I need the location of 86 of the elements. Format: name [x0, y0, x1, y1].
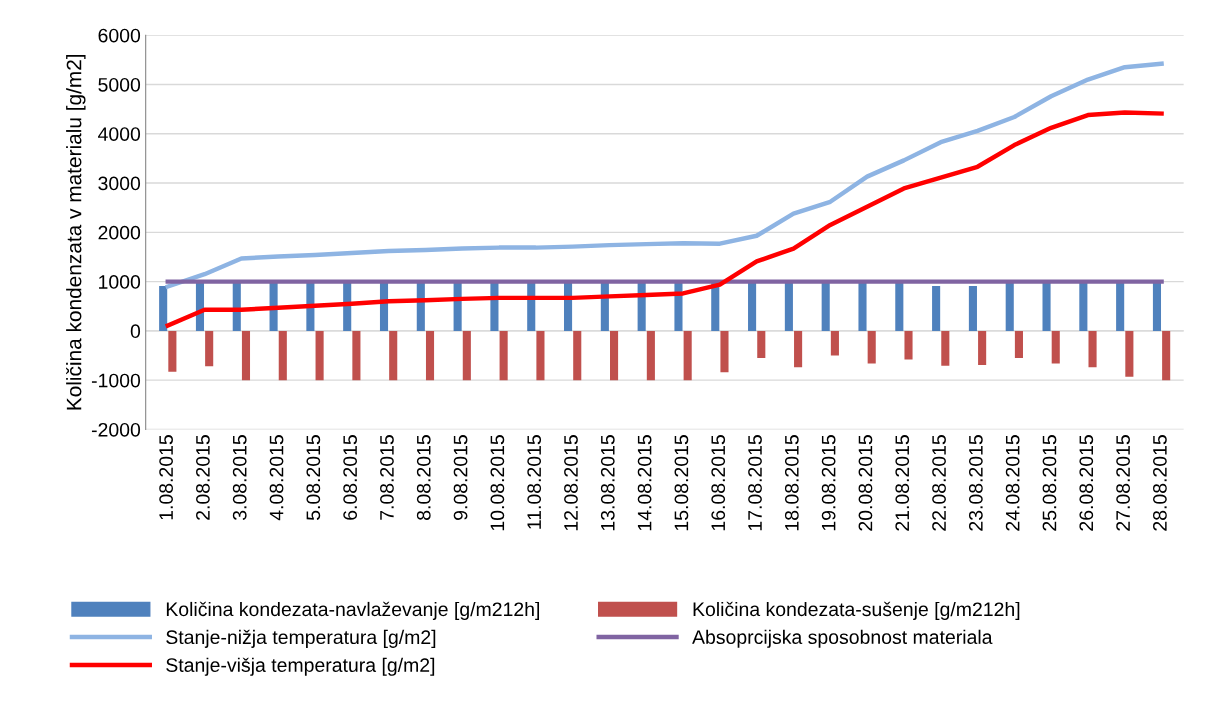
y-tick-label: 1000	[99, 275, 141, 289]
bar	[1088, 330, 1097, 368]
x-tick-label: 10.08.2015	[490, 435, 505, 531]
bar	[159, 286, 168, 331]
bar	[425, 330, 435, 381]
bar	[904, 330, 913, 360]
y-axis-title: Količina kondenzata v materialu [g/m2]	[66, 54, 86, 410]
x-tick-label: 12.08.2015	[564, 435, 578, 531]
bar	[462, 330, 471, 381]
x-tick-label: 1.08.2015	[159, 435, 173, 520]
bar	[757, 330, 766, 358]
x-tick-label: 25.08.2015	[1042, 435, 1057, 531]
legend-label: Absoprcijska sposobnost materiala	[692, 629, 993, 648]
x-tick-label: 24.08.2015	[1005, 435, 1020, 531]
line-series	[165, 61, 1164, 289]
x-tick-label: 18.08.2015	[784, 435, 799, 531]
x-tick-label: 7.08.2015	[380, 435, 394, 520]
bar	[1116, 281, 1125, 331]
bar	[352, 330, 361, 381]
legend-label: Stanje-višja temperatura [g/m2]	[166, 657, 435, 676]
bar	[978, 330, 987, 365]
bar	[536, 330, 545, 381]
bar	[573, 330, 582, 381]
bar	[646, 330, 655, 381]
x-tick-label: 22.08.2015	[932, 435, 946, 531]
bar	[499, 330, 508, 381]
x-tick-label: 19.08.2015	[821, 435, 836, 531]
x-tick-label: 8.08.2015	[416, 435, 431, 520]
y-tick-label: 5000	[98, 77, 141, 92]
bar	[1125, 330, 1134, 377]
bar	[858, 281, 867, 331]
bar	[1079, 281, 1088, 331]
x-tick-label: 9.08.2015	[453, 435, 468, 520]
x-tick-label: 13.08.2015	[600, 435, 615, 531]
bar	[1051, 330, 1060, 364]
bar	[168, 330, 177, 372]
x-tick-label: 26.08.2015	[1079, 435, 1094, 531]
x-tick-label: 17.08.2015	[748, 435, 762, 531]
bar	[794, 330, 803, 368]
x-tick-label: 5.08.2015	[306, 435, 321, 521]
bar	[1042, 281, 1051, 331]
bar	[830, 330, 839, 356]
y-tick-label: -2000	[91, 422, 141, 437]
bar	[278, 330, 287, 381]
bar	[1005, 281, 1014, 331]
x-tick-label: 2.08.2015	[196, 435, 210, 520]
bar	[241, 330, 251, 381]
x-tick-label: 4.08.2015	[269, 435, 284, 521]
x-tick-label: 16.08.2015	[711, 435, 726, 531]
bar	[968, 286, 977, 331]
x-tick-label: 23.08.2015	[968, 435, 983, 531]
x-tick-label: 14.08.2015	[637, 435, 652, 531]
x-tick-label: 3.08.2015	[232, 435, 247, 521]
x-tick-label: 6.08.2015	[343, 435, 358, 520]
line-series	[165, 110, 1164, 328]
y-tick-label: 6000	[98, 28, 141, 43]
y-tick-label: 3000	[98, 176, 141, 191]
bar	[315, 330, 324, 381]
bar	[205, 330, 214, 367]
y-tick-label: 4000	[98, 127, 141, 141]
bar	[389, 330, 398, 381]
bar	[821, 281, 830, 331]
y-tick-label: 0	[130, 324, 141, 339]
bar	[1162, 330, 1171, 381]
x-tick-label: 11.08.2015	[527, 435, 542, 529]
bar	[941, 330, 950, 366]
x-tick-label: 15.08.2015	[674, 435, 689, 531]
bar	[867, 330, 876, 364]
bar	[720, 330, 729, 373]
legend-label: Količina kondezata-navlaževanje [g/m212h]	[166, 601, 540, 621]
legend-label: Količina kondezata-sušenje [g/m212h]	[693, 601, 1020, 621]
bar	[748, 281, 757, 331]
bar	[683, 330, 692, 381]
bar	[610, 330, 619, 381]
bar	[1014, 330, 1023, 358]
x-tick-label: 21.08.2015	[895, 435, 910, 531]
bar	[784, 281, 793, 331]
x-tick-label: 20.08.2015	[858, 435, 873, 531]
x-tick-label: 27.08.2015	[1116, 435, 1130, 531]
x-tick-label: 28.08.2015	[1153, 435, 1167, 531]
bar	[895, 281, 904, 331]
bar	[1152, 281, 1162, 331]
bar	[932, 286, 941, 331]
legend-label: Stanje-nižja temperatura [g/m2]	[166, 629, 436, 648]
y-tick-label: -1000	[91, 373, 141, 388]
y-tick-label: 2000	[98, 225, 141, 240]
